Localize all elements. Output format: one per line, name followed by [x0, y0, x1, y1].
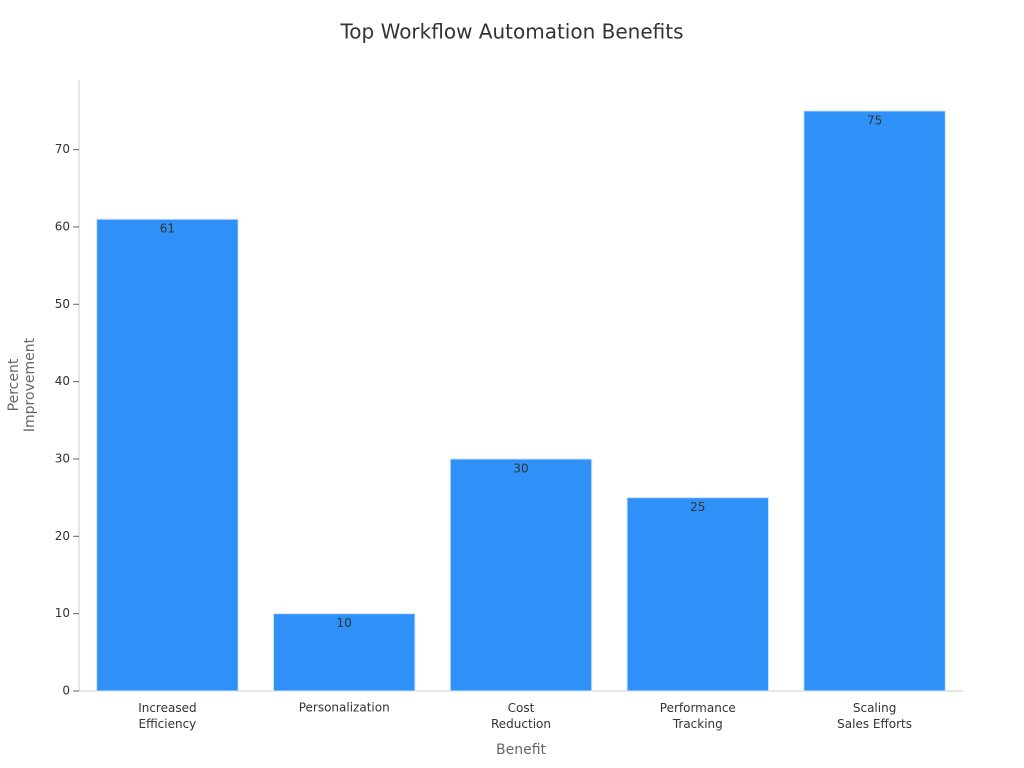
x-axis-title: Benefit — [496, 742, 547, 758]
bar — [803, 110, 946, 692]
y-tick-label: 70 — [55, 142, 70, 156]
y-tick-label: 60 — [55, 219, 70, 233]
y-tick-label: 0 — [62, 684, 70, 698]
value-label: 25 — [690, 500, 705, 514]
bar — [449, 458, 593, 692]
y-tick-label: 20 — [55, 529, 70, 543]
value-label: 10 — [337, 616, 352, 630]
value-label: 75 — [867, 113, 882, 127]
y-tick-label: 50 — [55, 297, 70, 311]
x-tick-label: Personalization — [299, 701, 390, 715]
y-tick-label: 30 — [55, 451, 70, 465]
x-tick-label: Cost Reduction — [491, 701, 551, 731]
y-axis-title: PercentImprovement — [6, 337, 38, 432]
x-tick-label: Increased Efficiency — [138, 701, 196, 731]
x-tick-label: Scaling Sales Efforts — [837, 701, 912, 731]
bar — [272, 613, 416, 692]
value-label: 61 — [160, 222, 175, 236]
bar — [96, 218, 239, 692]
value-label: 30 — [513, 461, 528, 475]
y-tick-label: 10 — [55, 606, 70, 620]
x-tick-label: Performance Tracking — [660, 701, 736, 731]
y-tick-label: 40 — [55, 374, 70, 388]
bar — [626, 497, 770, 692]
chart-title: Top Workflow Automation Benefits — [339, 20, 683, 44]
